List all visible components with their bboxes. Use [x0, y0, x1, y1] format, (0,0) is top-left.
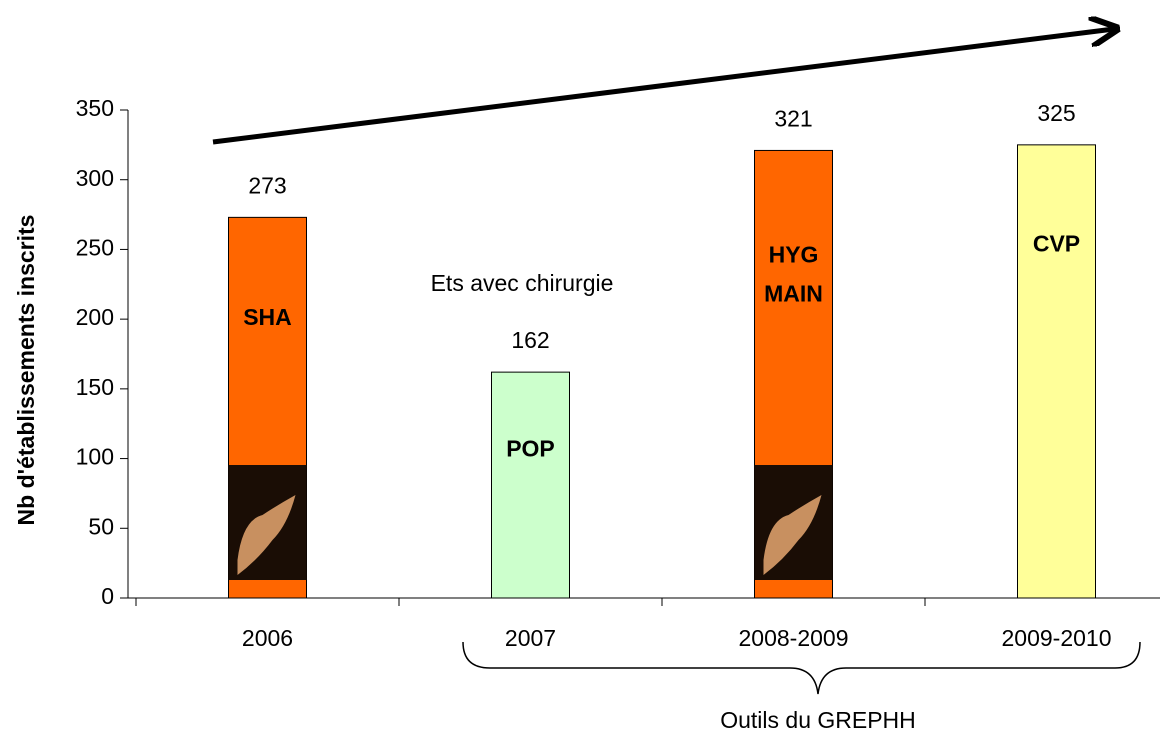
- hands-image: [237, 495, 296, 575]
- y-tick-label: 50: [88, 513, 114, 539]
- brace: [462, 641, 1141, 695]
- y-tick-label: 100: [76, 444, 114, 470]
- y-tick-label: 200: [76, 304, 114, 330]
- x-tick-label: 2007: [505, 625, 556, 651]
- annotation: Outils du GREPHH: [720, 707, 916, 733]
- data-label: 273: [248, 172, 286, 198]
- hands-image: [763, 495, 822, 575]
- x-tick-label: 2006: [242, 625, 293, 651]
- bar-label: POP: [506, 435, 555, 461]
- y-axis-label: Nb d'établissements inscrits: [13, 215, 39, 526]
- data-label: 162: [511, 327, 549, 353]
- bar-label: MAIN: [764, 281, 823, 307]
- annotation: Ets avec chirurgie: [431, 270, 614, 296]
- data-label: 321: [774, 106, 812, 132]
- bar: [1017, 144, 1096, 599]
- y-tick-label: 150: [76, 374, 114, 400]
- x-tick-label: 2009-2010: [1002, 625, 1112, 651]
- bar-label: HYG: [769, 241, 819, 267]
- y-tick-label: 350: [76, 95, 114, 121]
- y-tick-label: 250: [76, 235, 114, 261]
- x-tick-label: 2008-2009: [739, 625, 849, 651]
- y-tick-label: 0: [101, 583, 114, 609]
- y-tick-label: 300: [76, 165, 114, 191]
- bar-label: SHA: [243, 304, 292, 330]
- data-label: 325: [1037, 100, 1075, 126]
- bar: [491, 371, 570, 599]
- trend-arrow: [212, 29, 1114, 145]
- bar-label: CVP: [1033, 230, 1080, 256]
